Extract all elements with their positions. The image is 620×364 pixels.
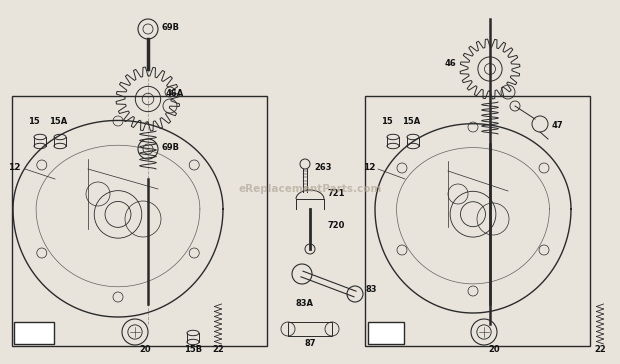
Text: 15: 15 [381,118,393,127]
Text: 83: 83 [365,285,376,293]
Text: 15A: 15A [402,118,420,127]
Text: eReplacementParts.com: eReplacementParts.com [238,184,382,194]
Text: 15B: 15B [184,345,202,355]
Bar [365,96,590,346]
Text: 83A: 83A [296,300,314,309]
Text: 47: 47 [552,122,564,131]
Text: 46A: 46A [166,90,184,99]
Bar [288,322,332,336]
Text: 15A: 15A [49,118,67,127]
Text: 22: 22 [212,345,224,355]
Text: 720: 720 [328,222,345,230]
Bar [14,322,54,344]
Text: 15: 15 [28,118,40,127]
Text: 18: 18 [379,328,392,337]
Text: 12: 12 [8,162,20,171]
Text: 22: 22 [594,345,606,355]
Text: 87: 87 [304,340,316,348]
Text: 46: 46 [444,59,456,68]
Bar [368,322,404,344]
Text: 18A: 18A [24,328,44,337]
Text: 69B: 69B [162,24,180,32]
Text: 69B: 69B [162,143,180,153]
Text: 20: 20 [139,344,151,353]
Text: 721: 721 [328,190,345,198]
Text: 20: 20 [488,344,500,353]
Text: 12: 12 [363,162,376,171]
Bar [12,96,267,346]
Text: 263: 263 [314,163,332,173]
